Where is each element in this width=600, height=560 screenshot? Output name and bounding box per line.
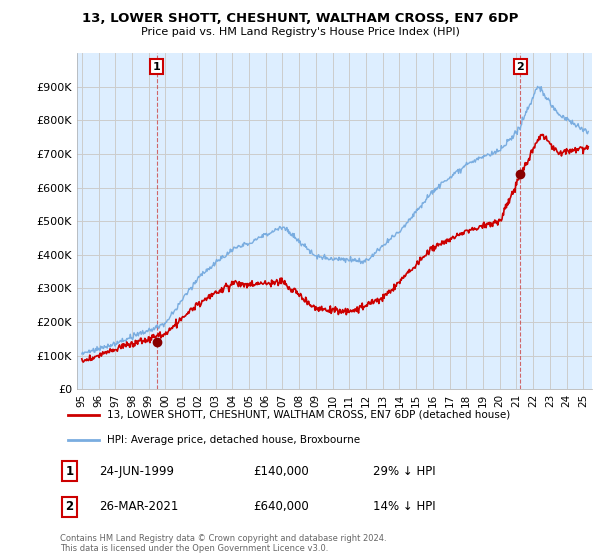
Text: £640,000: £640,000: [253, 500, 309, 514]
Text: 1: 1: [153, 62, 161, 72]
Text: 14% ↓ HPI: 14% ↓ HPI: [373, 500, 436, 514]
Text: 13, LOWER SHOTT, CHESHUNT, WALTHAM CROSS, EN7 6DP: 13, LOWER SHOTT, CHESHUNT, WALTHAM CROSS…: [82, 12, 518, 25]
Text: HPI: Average price, detached house, Broxbourne: HPI: Average price, detached house, Brox…: [107, 435, 360, 445]
Text: Price paid vs. HM Land Registry's House Price Index (HPI): Price paid vs. HM Land Registry's House …: [140, 27, 460, 37]
Text: 24-JUN-1999: 24-JUN-1999: [99, 465, 174, 478]
Text: 2: 2: [517, 62, 524, 72]
Text: 26-MAR-2021: 26-MAR-2021: [99, 500, 179, 514]
Text: Contains HM Land Registry data © Crown copyright and database right 2024.
This d: Contains HM Land Registry data © Crown c…: [60, 534, 386, 553]
Text: 1: 1: [65, 465, 73, 478]
Text: 2: 2: [65, 500, 73, 514]
Text: £140,000: £140,000: [253, 465, 309, 478]
Text: 13, LOWER SHOTT, CHESHUNT, WALTHAM CROSS, EN7 6DP (detached house): 13, LOWER SHOTT, CHESHUNT, WALTHAM CROSS…: [107, 409, 510, 419]
Text: 29% ↓ HPI: 29% ↓ HPI: [373, 465, 436, 478]
